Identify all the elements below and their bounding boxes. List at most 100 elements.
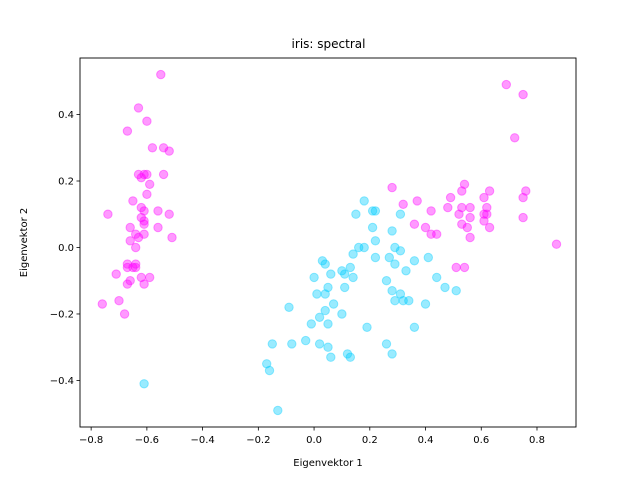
scatter-point (345, 262, 355, 273)
scatter-point (459, 262, 470, 273)
scatter-point (451, 286, 461, 296)
scatter-point (395, 209, 406, 219)
scatter-point (156, 69, 166, 80)
scatter-point (153, 222, 163, 233)
scatter-point (395, 246, 406, 256)
scatter-point (139, 279, 149, 289)
y-tick-label: −0.2 (50, 309, 74, 320)
scatter-point (111, 269, 121, 279)
scatter-point (451, 262, 461, 273)
scatter-point (128, 196, 138, 206)
scatter-point (337, 266, 347, 276)
scatter-point (426, 206, 436, 216)
y-axis: −0.4 −0.2 0.0 0.2 0.4 (50, 110, 80, 387)
scatter-point (314, 312, 325, 322)
scatter-point (306, 319, 316, 329)
scatter-point (482, 209, 492, 219)
scatter-point (390, 259, 400, 269)
scatter-point (362, 322, 372, 332)
scatter-point (114, 296, 124, 306)
scatter-point (510, 133, 520, 143)
scatter-point (387, 349, 397, 359)
scatter-point (340, 269, 350, 279)
scatter-point (381, 276, 392, 286)
scatter-point (136, 212, 147, 223)
scatter-point (131, 229, 141, 239)
x-tick-label: −0.2 (246, 435, 270, 446)
scatter-point (131, 242, 141, 253)
scatter-point (312, 289, 322, 299)
scatter-point (387, 286, 397, 296)
scatter-point (345, 352, 355, 362)
scatter-point (518, 89, 528, 100)
scatter-point (136, 272, 147, 283)
scatter-point (136, 173, 147, 183)
x-tick-label: 0.0 (306, 435, 322, 446)
scatter-point (287, 339, 297, 349)
scatter-point (426, 229, 436, 239)
scatter-point (398, 296, 408, 306)
scatter-point (119, 309, 130, 319)
y-tick-label: 0.0 (58, 243, 74, 254)
scatter-point (465, 232, 475, 243)
scatter-point (340, 282, 350, 293)
scatter-point (348, 272, 358, 283)
scatter-point (309, 272, 319, 283)
scatter-point (125, 236, 135, 246)
scatter-point (164, 209, 174, 219)
scatter-point (301, 335, 311, 346)
scatter-point (133, 232, 144, 243)
scatter-point (317, 256, 328, 266)
scatter-point (326, 269, 336, 279)
scatter-point (457, 219, 467, 229)
scatter-point (320, 289, 330, 299)
scatter-point (131, 259, 141, 269)
scatter-point (457, 186, 467, 196)
scatter-point (395, 289, 406, 299)
y-tick-label: 0.2 (58, 177, 74, 188)
y-axis-label: Eigenvektor 2 (19, 208, 30, 278)
scatter-point (409, 256, 420, 266)
scatter-point (323, 342, 333, 352)
scatter-point (164, 146, 174, 156)
scatter-point (484, 186, 495, 196)
scatter-point (320, 259, 330, 269)
scatter-point (97, 299, 108, 309)
scatter-point (139, 229, 149, 239)
scatter-point (142, 189, 152, 200)
scatter-point (167, 232, 177, 243)
scatter-point (122, 126, 133, 136)
scatter-point (153, 206, 163, 216)
scatter-point (459, 179, 470, 190)
scatter-point (139, 379, 149, 389)
scatter-point (390, 296, 400, 306)
x-tick-label: 0.8 (529, 435, 545, 446)
scatter-point (284, 302, 294, 312)
x-tick-label: 0.4 (418, 435, 434, 446)
scatter-point (482, 202, 492, 213)
scatter-point (125, 276, 135, 286)
scatter-point (479, 192, 489, 203)
scatter-point (122, 262, 133, 273)
scatter-point (432, 272, 442, 283)
scatter-point (264, 365, 275, 376)
scatter-point (381, 339, 392, 349)
scatter-point (267, 339, 277, 349)
scatter-point (351, 209, 361, 219)
scatter-point (387, 182, 397, 193)
scatter-point (348, 249, 358, 259)
scatter-point (443, 202, 453, 213)
x-tick-label: −0.8 (79, 435, 103, 446)
scatter-point (314, 339, 325, 349)
scatter-point (387, 226, 397, 236)
scatter-point (401, 266, 411, 276)
scatter-point (370, 252, 381, 263)
scatter-point (337, 309, 347, 319)
scatter-point (518, 212, 528, 223)
scatter-point (409, 219, 420, 229)
scatter-point (367, 222, 378, 233)
scatter-point (457, 202, 467, 213)
scatter-point (465, 212, 475, 223)
scatter-point (454, 209, 464, 219)
